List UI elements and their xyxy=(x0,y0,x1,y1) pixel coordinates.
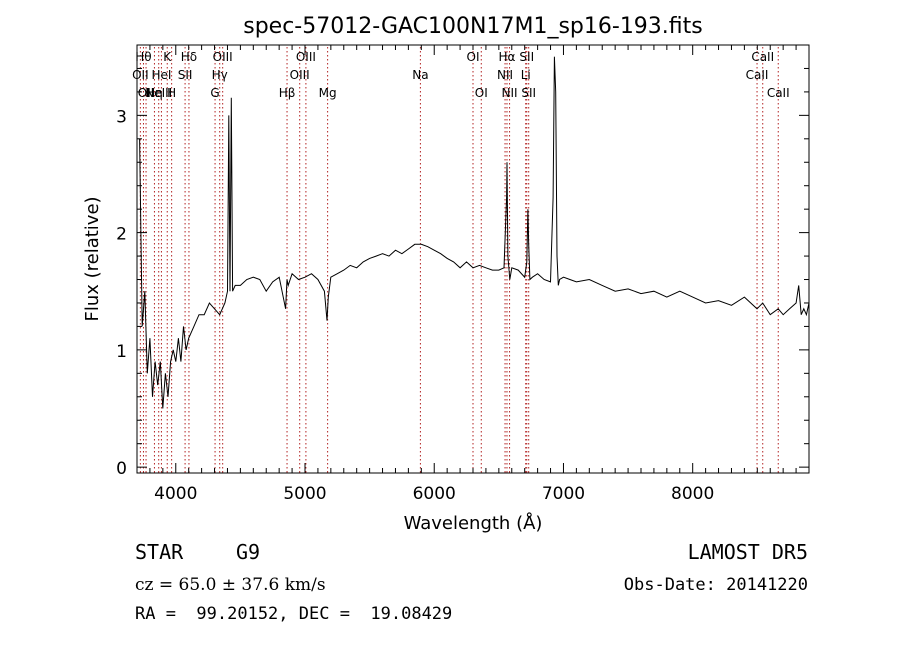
line-label-17: Na xyxy=(412,68,428,82)
line-label-20: NII xyxy=(497,68,513,82)
chart-title: spec-57012-GAC100N17M1_sp16-193.fits xyxy=(243,14,703,39)
y-axis: 0 1 2 3 xyxy=(116,67,809,479)
spectral-line-markers xyxy=(139,47,779,473)
line-label-10: G xyxy=(210,86,219,100)
line-label-26: CaII xyxy=(746,68,769,82)
line-label-0: OII xyxy=(132,68,149,82)
line-label-28: CaII xyxy=(767,86,790,100)
line-label-7: H xyxy=(167,86,176,100)
line-label-24: SII xyxy=(519,50,534,64)
x-tick-label-2: 6000 xyxy=(413,484,456,504)
line-label-8: SII xyxy=(178,68,193,82)
line-label-22: NII xyxy=(502,86,518,100)
line-label-9: Hδ xyxy=(181,50,197,64)
line-label-16: Mg xyxy=(319,86,337,100)
line-label-11: Hγ xyxy=(212,68,228,82)
spectrum-line xyxy=(139,56,810,409)
line-label-18: OI xyxy=(467,50,480,64)
y-tick-label-1: 1 xyxy=(116,342,127,362)
line-label-13: Hβ xyxy=(279,86,296,100)
y-tick-label-2: 2 xyxy=(116,225,127,245)
line-label-14: OIII xyxy=(290,68,310,82)
line-label-27: CaII xyxy=(751,50,774,64)
line-label-4: NeIII xyxy=(145,86,172,100)
line-label-25: SII xyxy=(521,86,536,100)
y-tick-label-3: 3 xyxy=(116,107,127,127)
survey-name: LAMOST DR5 xyxy=(688,540,808,564)
x-tick-label-1: 5000 xyxy=(283,484,326,504)
redshift-readout: cz = 65.0 ± 37.6 km/s xyxy=(135,575,326,595)
line-label-5: HeI xyxy=(151,68,171,82)
line-label-1: Hθ xyxy=(135,50,151,64)
x-tick-label-0: 4000 xyxy=(154,484,197,504)
line-label-6: K xyxy=(163,50,172,64)
line-label-2: OII xyxy=(138,86,155,100)
coordinates-readout: RA = 99.20152, DEC = 19.08429 xyxy=(135,604,452,624)
y-tick-label-0: 0 xyxy=(116,459,127,479)
x-tick-label-4: 8000 xyxy=(671,484,714,504)
x-axis: 4000 5000 6000 7000 8000 xyxy=(136,45,810,504)
x-tick-label-3: 7000 xyxy=(542,484,585,504)
observation-date: Obs-Date: 20141220 xyxy=(624,575,808,595)
line-label-15: OIII xyxy=(296,50,316,64)
line-label-12: OIII xyxy=(213,50,233,64)
y-axis-label: Flux (relative) xyxy=(82,196,103,321)
line-label-19: OI xyxy=(475,86,488,100)
x-axis-label: Wavelength (Å) xyxy=(404,512,543,534)
spectral-line-labels: OIIHθOIIHηNeIIIHeIKHSIIHδGHγOIIIHβOIIIOI… xyxy=(132,50,790,100)
line-label-23: Li xyxy=(521,68,531,82)
line-label-21: Hα xyxy=(499,50,516,64)
object-class: STAR xyxy=(135,540,184,564)
line-label-3: Hη xyxy=(146,86,163,100)
object-subclass: G9 xyxy=(236,540,260,564)
